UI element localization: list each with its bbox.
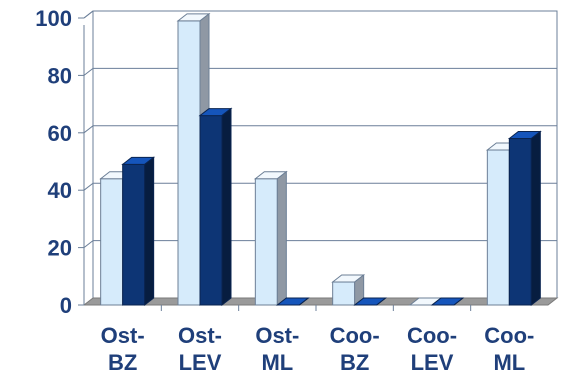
gridlines (78, 10, 557, 306)
bar-front (199, 115, 223, 306)
y-axis-ticks: 0 20 40 60 80 100 (35, 6, 72, 318)
bar-front (508, 138, 532, 306)
x-category-label: Coo- (407, 323, 457, 348)
gridline (83, 10, 557, 19)
bar-front (100, 178, 124, 306)
x-category-label: BZ (108, 350, 137, 375)
gridline (83, 240, 557, 248)
y-tick-label: 20 (48, 236, 72, 261)
x-category-label: Coo- (484, 323, 534, 348)
bar-front (122, 163, 146, 306)
bar-side (376, 297, 386, 306)
bar-front (486, 149, 510, 306)
bar-side (530, 130, 541, 307)
bar-side (276, 170, 287, 307)
bar-0-1 (121, 156, 156, 307)
x-category-label: Ost- (255, 323, 299, 348)
gridline (83, 182, 557, 191)
x-category-label: BZ (340, 350, 369, 375)
bars (99, 12, 542, 307)
bar-front (177, 20, 201, 306)
bar-front (332, 281, 356, 306)
bar-5-1 (507, 130, 542, 307)
chart-walls (82, 10, 559, 306)
x-category-label: Coo- (330, 323, 380, 348)
bar-front (254, 178, 278, 306)
y-tick-label: 40 (48, 178, 72, 203)
y-tick-label: 80 (48, 63, 72, 88)
gridline (83, 67, 557, 76)
bar-3-1 (353, 297, 388, 306)
x-category-label: Ost- (178, 323, 222, 348)
bar-3-0 (331, 274, 366, 307)
bar-side (299, 297, 309, 306)
bar-1-1 (198, 107, 233, 307)
gridline (83, 125, 557, 134)
bar-4-1 (430, 297, 465, 306)
x-category-label: LEV (411, 350, 454, 375)
x-category-label: LEV (179, 350, 222, 375)
bar-2-0 (253, 170, 288, 307)
y-tick-label: 0 (60, 293, 72, 318)
x-category-label: ML (261, 350, 293, 375)
y-tick-label: 100 (35, 6, 72, 31)
x-category-label: Ost- (101, 323, 145, 348)
x-category-label: ML (493, 350, 525, 375)
bar-side (144, 156, 155, 307)
floor (82, 297, 559, 306)
bar-2-1 (275, 297, 310, 306)
bar-side (221, 107, 232, 307)
y-tick-label: 60 (48, 121, 72, 146)
bar-side (453, 297, 464, 306)
